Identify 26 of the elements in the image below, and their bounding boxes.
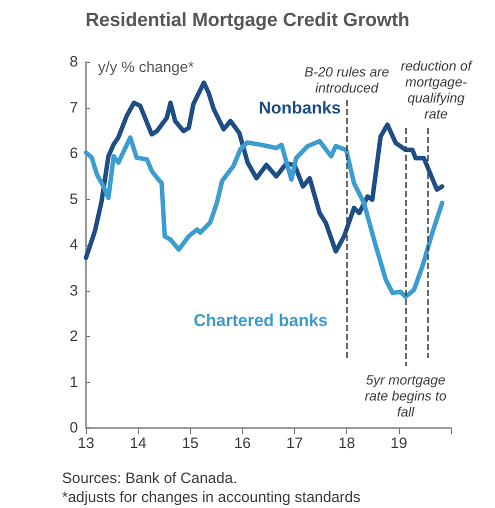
x-tick-label: 14	[130, 435, 146, 452]
ref-line-label: B-20 rules are introduced	[304, 64, 390, 96]
x-tick-label: 19	[390, 435, 408, 452]
y-tick-label: 8	[70, 54, 78, 70]
y-tick-label: 0	[70, 420, 78, 436]
line-series	[84, 135, 444, 299]
y-tick-label: 4	[70, 236, 78, 254]
x-tick-label: 16	[234, 435, 251, 452]
x-tick-label: 17	[286, 435, 303, 452]
x-tick-label: 15	[182, 435, 199, 452]
y-axis-title: y/y % change*	[98, 59, 194, 76]
ref-line-label: 5yr mortgage rate begins to fall	[364, 372, 448, 420]
x-tick-label: 18	[338, 435, 356, 452]
y-tick-label: 6	[70, 145, 78, 162]
y-tick-label: 7	[70, 99, 78, 116]
chart-title: Residential Mortgage Credit Growth	[85, 10, 410, 31]
y-tick-label: 5	[70, 190, 78, 208]
text: *adjusts for changes in accounting standards	[62, 489, 361, 506]
y-tick-label: 2	[70, 328, 78, 345]
y-tick-label: 1	[70, 374, 78, 391]
y-tick-label: 3	[70, 282, 78, 300]
source-note: Sources: Bank of Canada.	[62, 470, 238, 487]
series-label: Nonbanks	[258, 98, 341, 118]
text: Chartered banks	[194, 310, 328, 330]
ref-line-label: reduction of mortgage- qualifying rate	[400, 58, 473, 122]
x-tick-label: 13	[78, 435, 94, 452]
